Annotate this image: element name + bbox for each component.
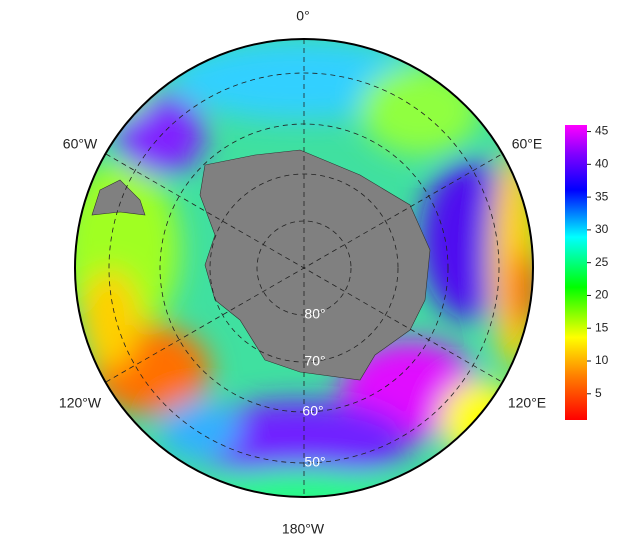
longitude-label: 180°W (282, 521, 325, 537)
colorbar (565, 125, 587, 420)
longitude-label: 60°W (63, 136, 98, 152)
colorbar-tick-label: 15 (595, 320, 609, 334)
longitude-label: 0° (296, 8, 309, 24)
antarctica (199, 149, 431, 381)
latitude-label: 80° (304, 306, 325, 322)
colorbar-tick-label: 35 (595, 189, 609, 203)
latitude-label: 60° (302, 403, 323, 419)
latitude-label: 50° (304, 454, 325, 470)
colorbar-tick-label: 45 (595, 124, 609, 138)
colorbar-tick-label: 5 (595, 386, 602, 400)
graticule (105, 39, 503, 497)
longitude-label: 120°E (508, 395, 546, 411)
map-border (74, 38, 534, 498)
colorbar-tick-label: 40 (595, 157, 609, 171)
colorbar-tick-label: 20 (595, 288, 609, 302)
longitude-label: 120°W (59, 395, 102, 411)
colorbar-tick-label: 25 (595, 255, 609, 269)
longitude-label: 60°E (512, 136, 543, 152)
colorbar-tick-label: 10 (595, 353, 609, 367)
latitude-label: 70° (304, 353, 325, 369)
south-america (91, 179, 146, 216)
colorbar-tick-label: 30 (595, 222, 609, 236)
